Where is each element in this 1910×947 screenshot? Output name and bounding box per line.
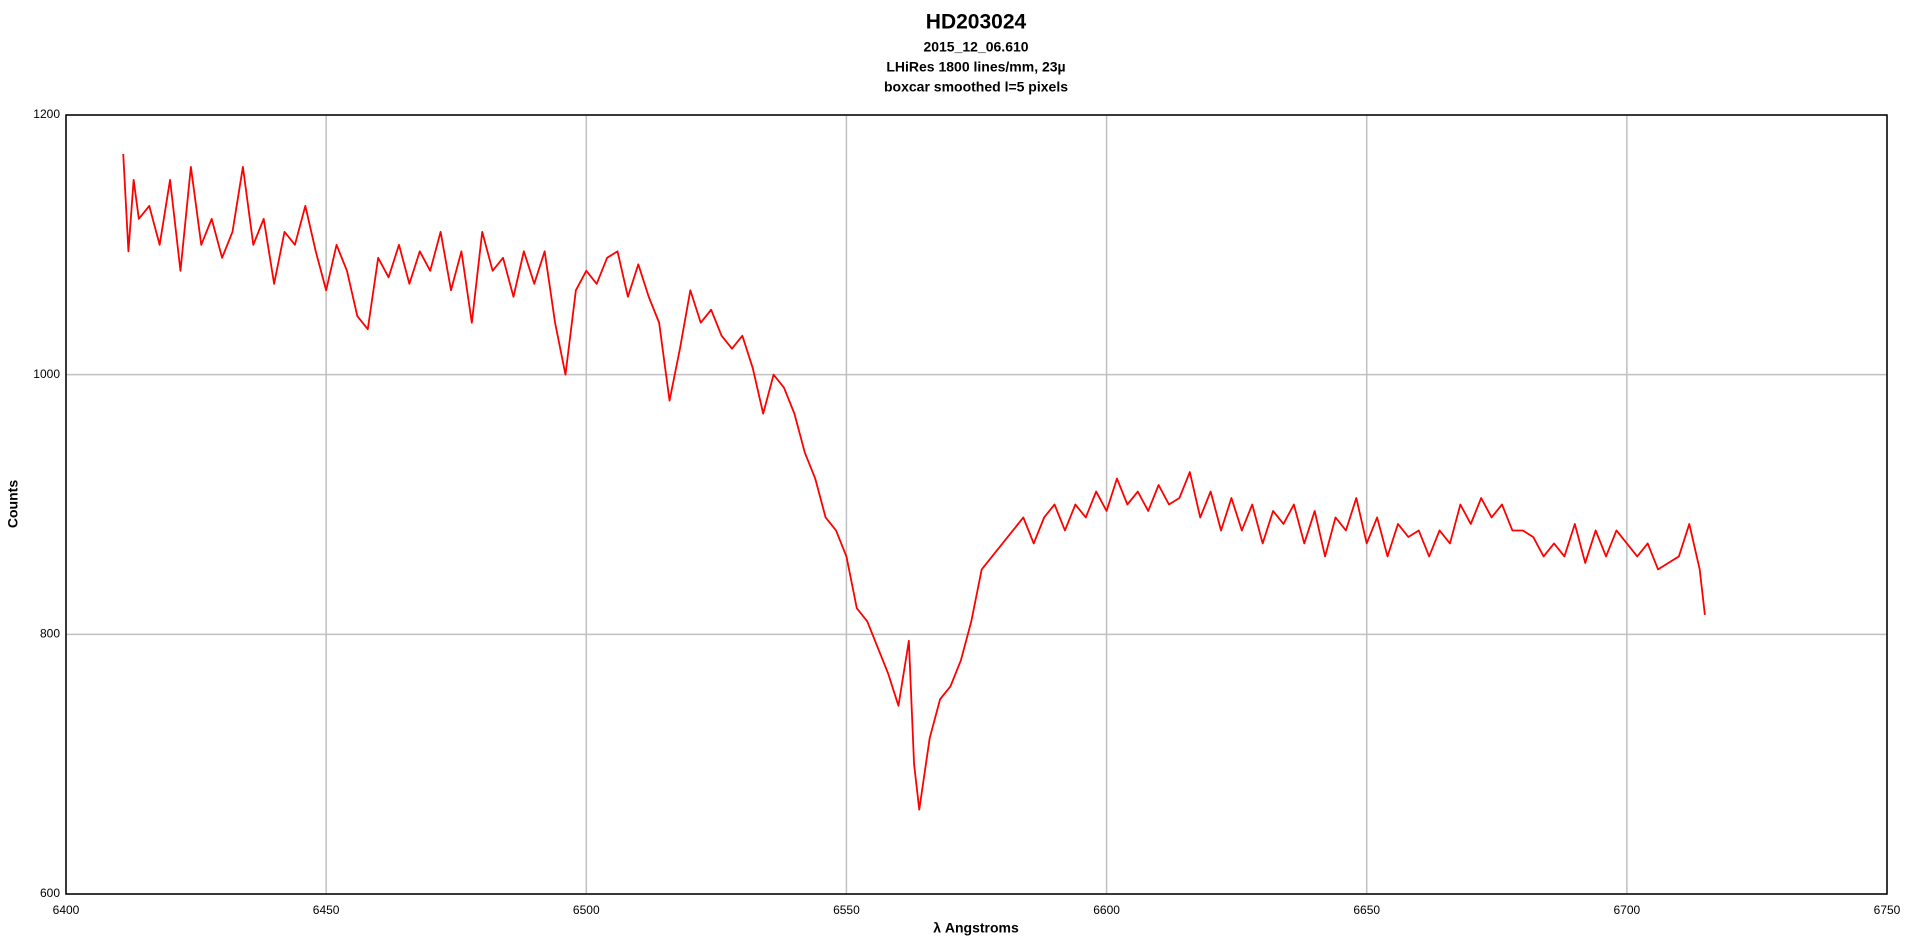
x-tick-label: 6700 (1614, 903, 1641, 917)
x-tick-label: 6450 (313, 903, 340, 917)
chart-subtitle: LHiRes 1800 lines/mm, 23µ (886, 59, 1065, 75)
y-tick-label: 600 (40, 886, 60, 900)
x-tick-label: 6400 (53, 903, 80, 917)
y-tick-label: 1000 (33, 367, 60, 381)
x-tick-label: 6500 (573, 903, 600, 917)
spectrum-line (122, 153, 1706, 811)
chart-subtitle: boxcar smoothed l=5 pixels (884, 79, 1068, 95)
y-tick-label: 1200 (33, 107, 60, 121)
y-tick-label: 800 (40, 627, 60, 641)
y-axis-label: Counts (5, 480, 21, 528)
x-tick-label: 6750 (1874, 903, 1901, 917)
x-tick-label: 6550 (833, 903, 860, 917)
x-tick-label: 6650 (1353, 903, 1380, 917)
plot-frame (65, 114, 1888, 895)
x-tick-label: 6600 (1093, 903, 1120, 917)
chart-title: HD203024 (926, 11, 1027, 34)
chart-subtitle: 2015_12_06.610 (923, 39, 1028, 55)
x-axis-label: λ Angstroms (933, 920, 1019, 936)
